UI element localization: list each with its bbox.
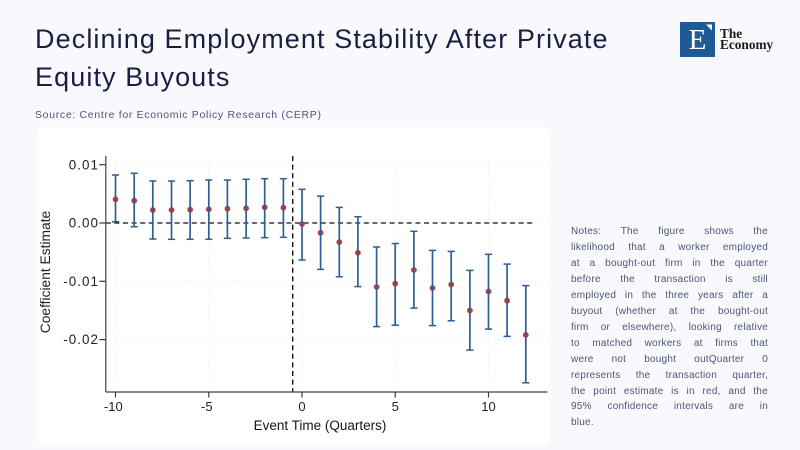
svg-text:-0.01: -0.01: [63, 274, 99, 289]
svg-text:0: 0: [298, 399, 305, 414]
svg-text:-10: -10: [104, 399, 123, 414]
svg-text:0.01: 0.01: [69, 157, 99, 172]
svg-text:Coefficient Estimate: Coefficient Estimate: [38, 210, 53, 333]
svg-text:Event Time (Quarters): Event Time (Quarters): [254, 418, 387, 433]
svg-text:0.00: 0.00: [69, 216, 99, 231]
svg-text:5: 5: [392, 399, 399, 414]
svg-text:-5: -5: [201, 399, 213, 414]
svg-text:-0.02: -0.02: [63, 332, 99, 347]
svg-text:10: 10: [481, 399, 495, 414]
